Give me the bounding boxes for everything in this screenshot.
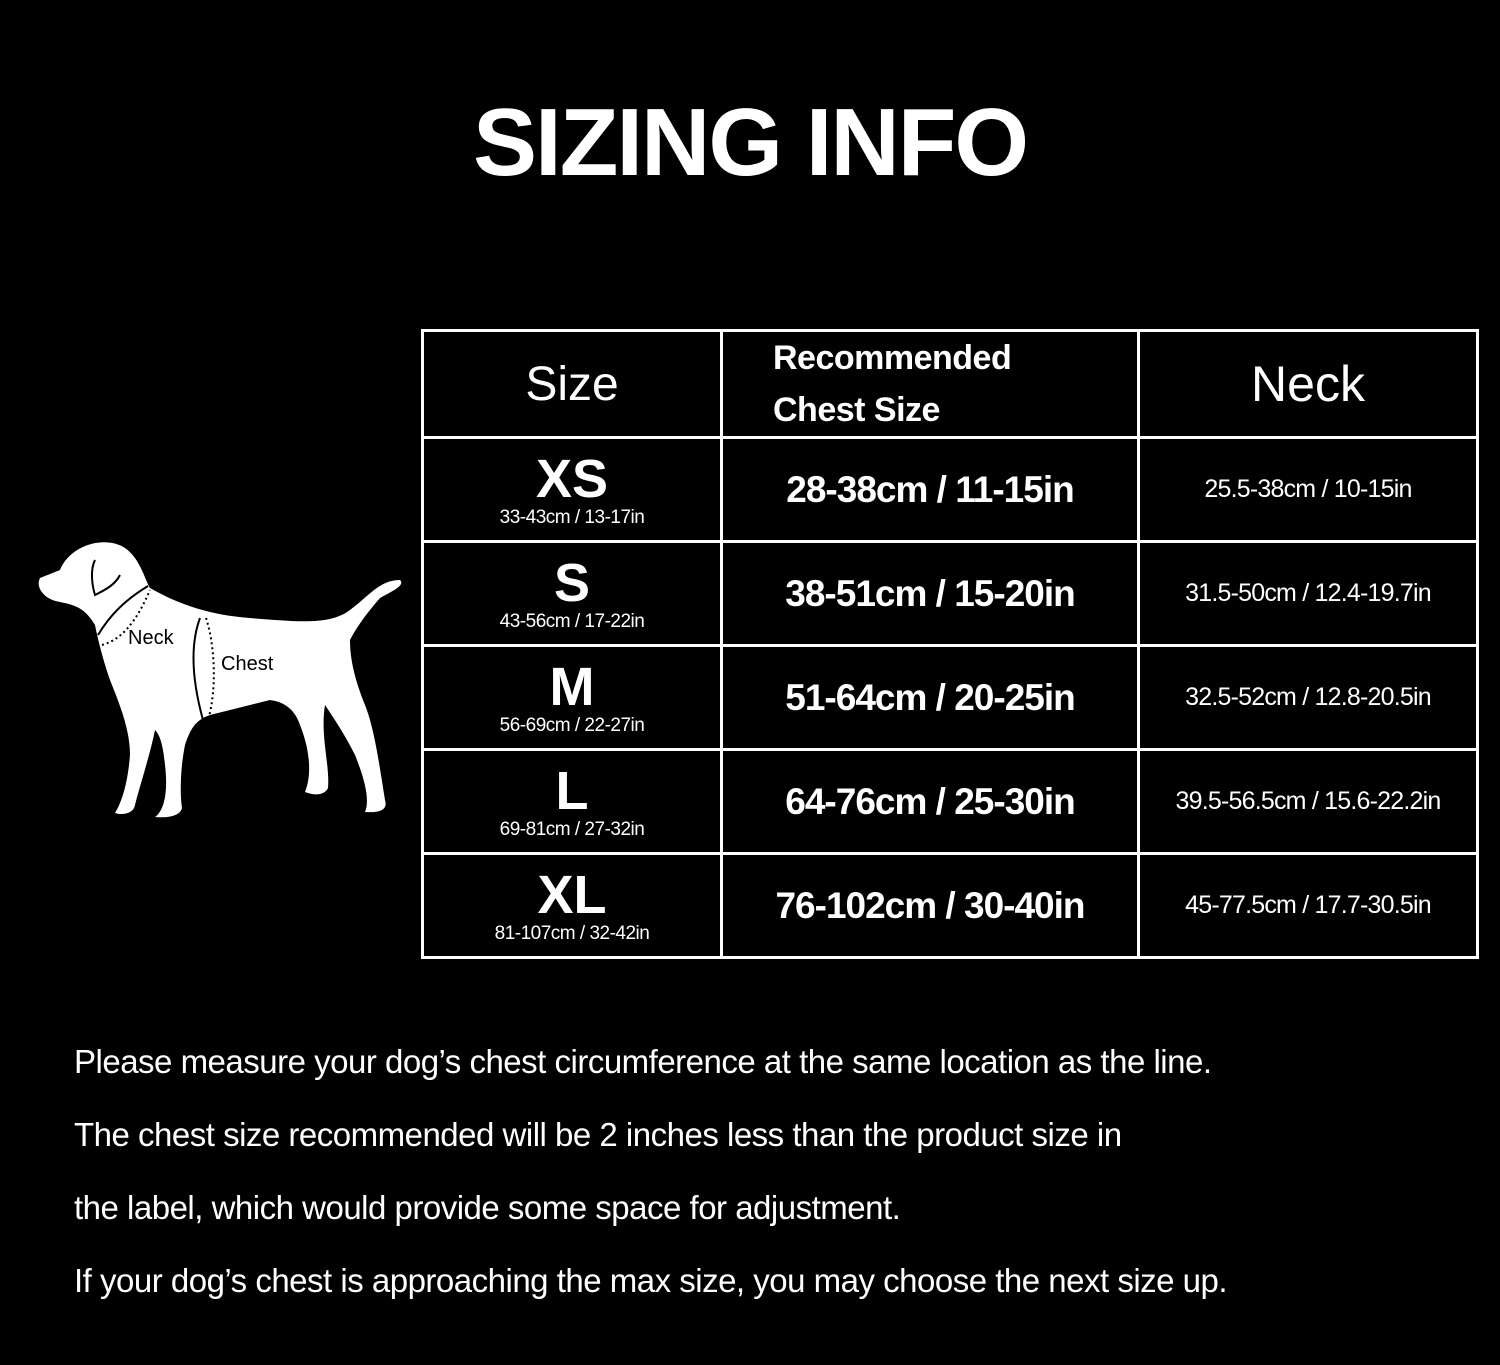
neck-cell: 25.5-38cm / 10-15in	[1137, 436, 1479, 543]
neck-label: Neck	[128, 627, 175, 649]
chest-cell: 28-38cm / 11-15in	[720, 436, 1140, 543]
table-header-row: Size Recommended Chest Size Neck	[421, 329, 1479, 439]
neck-cell: 39.5-56.5cm / 15.6-22.2in	[1137, 748, 1479, 855]
neck-cell: 31.5-50cm / 12.4-19.7in	[1137, 540, 1479, 647]
size-cell: XL 81-107cm / 32-42in	[421, 852, 723, 959]
header-recommended-chest: Recommended Chest Size	[720, 329, 1140, 439]
header-chest-line2: Chest Size	[773, 391, 940, 429]
product-size: 69-81cm / 27-32in	[499, 818, 645, 840]
header-size: Size	[421, 329, 723, 439]
chest-cell: 38-51cm / 15-20in	[720, 540, 1140, 647]
size-label: S	[553, 552, 591, 613]
chest-label: Chest	[221, 653, 274, 675]
sizing-notes: Please measure your dog’s chest circumfe…	[74, 1038, 1228, 1330]
note-line: the label, which would provide some spac…	[74, 1189, 901, 1226]
product-size: 43-56cm / 17-22in	[499, 610, 645, 632]
neck-cell: 32.5-52cm / 12.8-20.5in	[1137, 644, 1479, 751]
table-row: L 69-81cm / 27-32in 64-76cm / 25-30in 39.…	[421, 748, 1479, 855]
size-cell: XS 33-43cm / 13-17in	[421, 436, 723, 543]
product-size: 56-69cm / 22-27in	[499, 714, 645, 736]
note-line: Please measure your dog’s chest circumfe…	[74, 1043, 1212, 1080]
note-line: The chest size recommended will be 2 inc…	[74, 1116, 1122, 1153]
size-cell: L 69-81cm / 27-32in	[421, 748, 723, 855]
table-row: M 56-69cm / 22-27in 51-64cm / 20-25in 32.…	[421, 644, 1479, 751]
size-label: XL	[537, 864, 607, 925]
note-line: If your dog’s chest is approaching the m…	[74, 1262, 1228, 1299]
header-neck: Neck	[1137, 329, 1479, 439]
page-title: SIZING INFO	[473, 89, 1029, 196]
neck-cell: 45-77.5cm / 17.7-30.5in	[1137, 852, 1479, 959]
size-label: M	[549, 656, 595, 717]
table-row: XL 81-107cm / 32-42in 76-102cm / 30-40in …	[421, 852, 1479, 959]
product-size: 33-43cm / 13-17in	[499, 506, 645, 528]
product-size: 81-107cm / 32-42in	[494, 922, 650, 944]
chest-cell: 51-64cm / 20-25in	[720, 644, 1140, 751]
chest-cell: 76-102cm / 30-40in	[720, 852, 1140, 959]
size-cell: M 56-69cm / 22-27in	[421, 644, 723, 751]
table-row: XS 33-43cm / 13-17in 28-38cm / 11-15in 25…	[421, 436, 1479, 543]
header-chest-line1: Recommended	[773, 339, 1012, 377]
chest-cell: 64-76cm / 25-30in	[720, 748, 1140, 855]
table-row: S 43-56cm / 17-22in 38-51cm / 15-20in 31.…	[421, 540, 1479, 647]
size-cell: S 43-56cm / 17-22in	[421, 540, 723, 647]
size-label: L	[555, 760, 589, 821]
size-label: XS	[535, 448, 609, 509]
dog-silhouette	[38, 542, 402, 818]
sizing-table: Size Recommended Chest Size Neck XS 33-43…	[421, 329, 1479, 959]
dog-measurement-diagram: Neck Chest	[38, 542, 402, 818]
